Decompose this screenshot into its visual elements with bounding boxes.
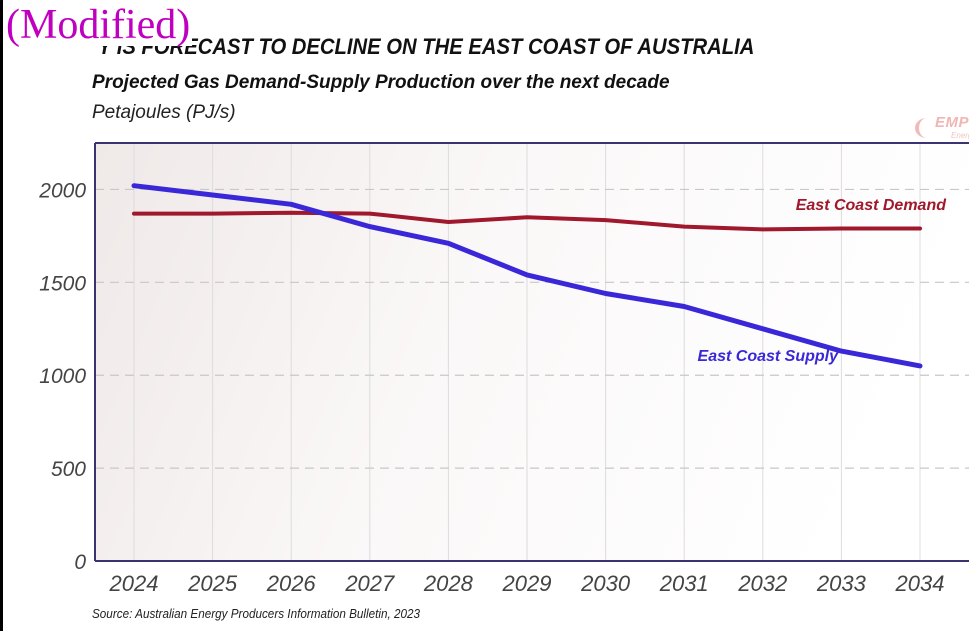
data-point-east-coast-supply-2028 xyxy=(446,241,450,245)
data-point-east-coast-supply-2034 xyxy=(918,364,922,368)
series-label-demand: East Coast Demand xyxy=(796,197,947,214)
y-tick-label-0: 0 xyxy=(74,551,86,574)
data-point-east-coast-demand-2029 xyxy=(525,215,529,219)
x-tick-label-2028: 2028 xyxy=(423,571,474,596)
x-tick-label-2029: 2029 xyxy=(502,571,552,596)
data-point-east-coast-demand-2033 xyxy=(839,226,843,230)
data-point-east-coast-demand-2027 xyxy=(368,212,372,216)
data-point-east-coast-supply-2033 xyxy=(839,349,843,353)
y-axis-unit-label: Petajoules (PJ/s) xyxy=(92,102,236,123)
chart-title: Y IS FORECAST TO DECLINE ON THE EAST COA… xyxy=(98,34,755,59)
x-axis-ticks: 2024 2025 2026 2027 2028 2029 2030 2031 2032 2033… xyxy=(109,571,945,596)
data-point-east-coast-supply-2024 xyxy=(132,184,136,188)
x-tick-label-2033: 2033 xyxy=(816,571,867,596)
x-tick-label-2030: 2030 xyxy=(580,571,631,596)
x-tick-label-2026: 2026 xyxy=(266,571,317,596)
y-axis-ticks: 0 500 1000 1500 2000 xyxy=(38,179,86,574)
x-tick-label-2027: 2027 xyxy=(344,571,395,596)
data-point-east-coast-demand-2026 xyxy=(289,211,293,215)
logo-wordmark: EMPIRE xyxy=(935,114,969,131)
data-point-east-coast-demand-2030 xyxy=(604,218,608,222)
data-point-east-coast-supply-2032 xyxy=(761,327,765,331)
data-point-east-coast-demand-2031 xyxy=(682,225,686,229)
series-label-supply: East Coast Supply xyxy=(698,348,840,365)
x-tick-label-2034: 2034 xyxy=(895,571,945,596)
data-point-east-coast-demand-2024 xyxy=(132,212,136,216)
data-point-east-coast-demand-2034 xyxy=(918,226,922,230)
series-lines xyxy=(131,183,923,369)
source-note: Source: Australian Energy Producers Info… xyxy=(92,606,421,621)
data-point-east-coast-supply-2025 xyxy=(211,193,215,197)
data-point-east-coast-demand-2032 xyxy=(761,227,765,231)
chart-subtitle: Projected Gas Demand-Supply Production o… xyxy=(92,72,670,93)
x-tick-label-2031: 2031 xyxy=(659,571,709,596)
data-point-east-coast-supply-2029 xyxy=(525,273,529,277)
data-point-east-coast-supply-2030 xyxy=(604,291,608,295)
left-frame-border xyxy=(0,0,3,631)
horizontal-gridlines xyxy=(95,188,969,469)
y-tick-label-500: 500 xyxy=(51,458,86,481)
data-point-east-coast-supply-2026 xyxy=(289,202,293,206)
data-point-east-coast-supply-2027 xyxy=(368,225,372,229)
x-tick-label-2024: 2024 xyxy=(109,571,159,596)
y-tick-label-1000: 1000 xyxy=(39,365,86,388)
logo-swoosh-icon xyxy=(915,118,939,138)
data-point-east-coast-supply-2031 xyxy=(682,304,686,308)
data-point-east-coast-demand-2028 xyxy=(446,220,450,224)
y-tick-label-2000: 2000 xyxy=(38,179,86,202)
data-point-east-coast-demand-2025 xyxy=(211,212,215,216)
empire-energy-logo: EMPIRE Energy xyxy=(915,114,969,144)
x-tick-label-2025: 2025 xyxy=(187,571,238,596)
x-tick-label-2032: 2032 xyxy=(737,571,787,596)
y-tick-label-1500: 1500 xyxy=(39,272,86,295)
logo-subtitle: Energy xyxy=(951,131,969,140)
modified-label: (Modified) xyxy=(6,2,193,48)
